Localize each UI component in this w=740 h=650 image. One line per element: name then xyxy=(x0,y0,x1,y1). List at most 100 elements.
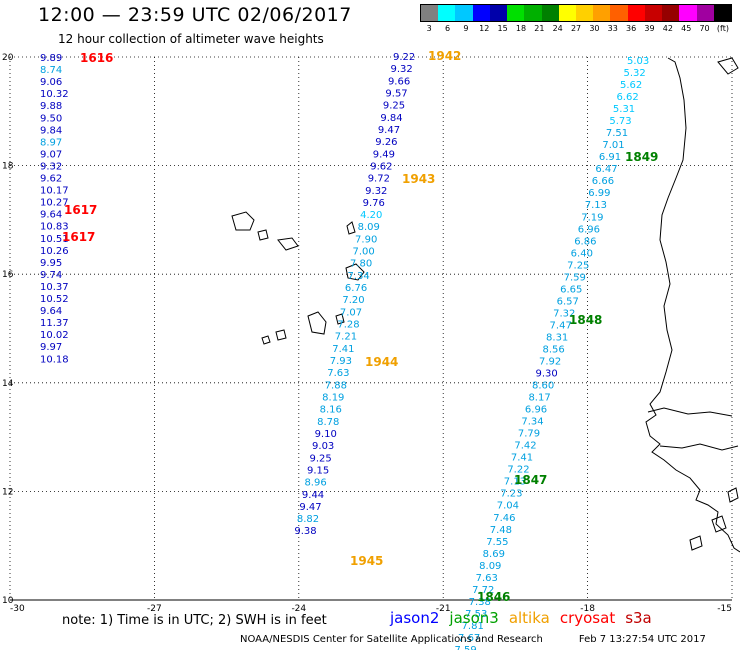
swh-value: 7.67 xyxy=(458,633,480,644)
swh-value: 7.79 xyxy=(518,429,540,440)
pass-time-label: 1617 xyxy=(64,203,97,217)
pass-time-label: 1617 xyxy=(62,230,95,244)
legend-label: 30 xyxy=(589,24,600,33)
coast-island-s3 xyxy=(727,487,739,503)
legend-label: (ft) xyxy=(716,24,729,33)
swh-value: 6.96 xyxy=(525,405,547,416)
swh-value: 9.57 xyxy=(385,88,407,99)
legend-swatch xyxy=(713,5,731,21)
legend-label: 18 xyxy=(515,24,527,33)
cape-verde-santo-antao xyxy=(231,211,255,231)
swh-value: 7.81 xyxy=(462,621,484,632)
x-tick-label: -18 xyxy=(580,604,595,614)
swh-value: 7.00 xyxy=(353,247,375,258)
swh-value: 5.03 xyxy=(627,56,649,67)
swh-value: 6.62 xyxy=(616,92,638,103)
legend-label: 39 xyxy=(644,24,655,33)
legend-label: 9 xyxy=(463,24,469,33)
legend-swatch xyxy=(541,5,559,21)
swh-value: 10.17 xyxy=(40,186,69,197)
swh-value: 8.96 xyxy=(304,478,326,489)
legend-label: 27 xyxy=(570,24,582,33)
legend-swatch xyxy=(507,5,525,21)
swh-value: 9.32 xyxy=(40,161,62,172)
footer-timestamp: Feb 7 13:27:54 UTC 2017 xyxy=(578,634,706,645)
legend-swatch xyxy=(438,5,456,21)
swh-value: 6.57 xyxy=(557,296,579,307)
swh-value: 7.93 xyxy=(330,356,352,367)
coast-inlet xyxy=(647,407,733,417)
africa-coastline xyxy=(645,57,740,553)
cape-verde-sao-nicolau xyxy=(277,237,299,251)
pass-times: 1616 1617 1617 1942 1943 1944 1945 1849 1848 1847… xyxy=(62,49,658,604)
cape-verde-maio xyxy=(335,313,345,325)
swh-value: 7.59 xyxy=(455,645,477,650)
swh-value: 7.07 xyxy=(340,307,362,318)
swh-value: 6.47 xyxy=(595,164,617,175)
swh-value: 7.90 xyxy=(355,234,377,245)
swh-value: 10.37 xyxy=(40,282,69,293)
swh-value: 6.99 xyxy=(588,188,610,199)
cape-verde-santiago xyxy=(307,311,327,335)
legend-label: 33 xyxy=(607,24,618,33)
x-tick-label: -21 xyxy=(436,604,451,614)
swh-value: 7.63 xyxy=(327,368,349,379)
swh-value: 9.03 xyxy=(312,441,334,452)
swh-value: 7.25 xyxy=(567,260,589,271)
swh-value: 9.49 xyxy=(373,149,395,160)
coast-island-s1 xyxy=(711,515,727,533)
swh-value: 9.25 xyxy=(383,101,405,112)
swh-value: 7.41 xyxy=(332,344,354,355)
x-tick-label: -24 xyxy=(291,604,306,614)
swh-value: 9.97 xyxy=(40,342,62,353)
land-outlines xyxy=(231,57,740,553)
coast-inlet-2 xyxy=(659,443,739,451)
swh-value: 7.46 xyxy=(493,513,515,524)
swh-value: 8.09 xyxy=(358,222,380,233)
swh-value: 5.62 xyxy=(620,80,642,91)
legend-label: 24 xyxy=(552,24,563,33)
swh-value: 8.78 xyxy=(317,417,339,428)
pass-time-label: 1849 xyxy=(625,150,658,164)
swh-value: 8.74 xyxy=(40,65,62,76)
swh-value: 4.20 xyxy=(360,210,382,221)
swh-value: 7.55 xyxy=(486,537,508,548)
swh-value: 7.20 xyxy=(342,295,364,306)
swh-value: 7.22 xyxy=(507,465,529,476)
y-tick-label: 10 xyxy=(2,596,14,606)
swh-value: 7.53 xyxy=(465,609,487,620)
swh-value: 9.30 xyxy=(535,369,557,380)
satellite-legend: jason2 jason3 altika cryosat s3a xyxy=(390,609,662,627)
swh-value: 5.73 xyxy=(609,116,631,127)
swh-value: 6.91 xyxy=(599,152,621,163)
legend-swatch xyxy=(644,5,663,21)
swh-value: 9.84 xyxy=(380,113,402,124)
legend-labels: 3 6 9 12 15 18 21 24 27 30 33 36 39 42 45 70 (ft) xyxy=(420,24,732,33)
swh-value: 9.74 xyxy=(40,270,62,281)
swh-value: 9.88 xyxy=(40,101,62,112)
swh-value: 7.13 xyxy=(585,200,607,211)
swh-value: 7.47 xyxy=(550,320,572,331)
swh-value: 8.16 xyxy=(320,405,342,416)
altimeter-tracks: 9.898.749.0610.329.889.509.848.979.079.3… xyxy=(40,52,649,650)
legend-swatch xyxy=(524,5,542,21)
pass-time-label: 1616 xyxy=(80,51,113,65)
swh-value: 10.27 xyxy=(40,198,69,209)
swh-value: 11.37 xyxy=(40,318,69,329)
cape-verde-sal xyxy=(346,221,356,235)
swh-value: 9.50 xyxy=(40,113,62,124)
pass-time-label: 1847 xyxy=(514,473,547,487)
swh-value: 7.80 xyxy=(350,259,372,270)
swh-value: 7.92 xyxy=(539,357,561,368)
swh-value: 9.07 xyxy=(40,149,62,160)
legend-label: 36 xyxy=(626,24,637,33)
legend-label: 3 xyxy=(426,24,432,33)
map-grid: -30 -27 -24 -21 -18 -15 20 18 16 14 12 10 xyxy=(2,53,733,614)
swh-value: 8.97 xyxy=(40,137,62,148)
swh-value: 9.76 xyxy=(363,198,385,209)
cape-verde-fogo xyxy=(275,329,287,341)
swh-value: 7.59 xyxy=(564,272,586,283)
pass-time-label: 1942 xyxy=(428,49,461,63)
swh-value: 7.42 xyxy=(514,441,536,452)
swh-value: 8.69 xyxy=(483,549,505,560)
